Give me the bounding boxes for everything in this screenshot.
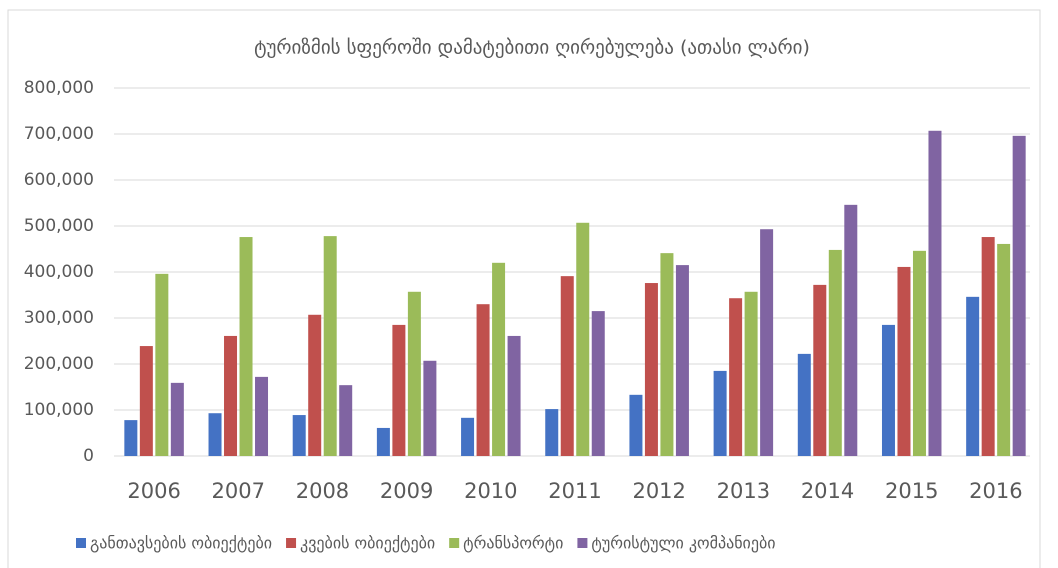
- bar: [392, 324, 406, 456]
- y-tick-label: 600,000: [24, 170, 94, 190]
- bar: [376, 427, 390, 456]
- bar: [239, 237, 253, 456]
- legend-swatch: [449, 538, 460, 548]
- y-tick-label: 100,000: [24, 400, 94, 420]
- bar: [729, 298, 743, 456]
- bar: [912, 250, 926, 456]
- legend-label: ტრანსპორტი: [463, 534, 563, 553]
- legend-label: განთავსების ობიექტები: [90, 534, 272, 553]
- bar: [292, 415, 306, 456]
- y-tick-label: 0: [83, 446, 94, 466]
- legend-swatch: [76, 538, 86, 548]
- legend-label: კვების ობიექტები: [300, 534, 435, 553]
- x-tick-label: 2011: [548, 479, 601, 503]
- bar: [881, 324, 895, 456]
- bar: [797, 353, 811, 456]
- bar: [255, 376, 269, 456]
- bar: [155, 273, 169, 456]
- bar: [1012, 135, 1026, 456]
- chart-frame: [7, 9, 1041, 568]
- bar: [591, 311, 605, 456]
- bar: [507, 335, 521, 456]
- bar: [828, 249, 842, 456]
- bar: [560, 276, 574, 456]
- legend-label: ტურისტული კომპანიები: [591, 534, 775, 553]
- bar: [461, 417, 475, 456]
- bar: [844, 204, 858, 456]
- bar: [813, 284, 827, 456]
- legend-swatch: [577, 538, 588, 548]
- bar: [997, 243, 1011, 456]
- bar: [713, 370, 727, 456]
- bar: [339, 385, 353, 456]
- y-tick-label: 300,000: [24, 308, 94, 328]
- x-tick-label: 2009: [380, 479, 433, 503]
- x-tick-label: 2007: [212, 479, 265, 503]
- bar: [124, 420, 138, 456]
- y-tick-label: 200,000: [24, 354, 94, 374]
- x-tick-label: 2006: [127, 479, 180, 503]
- y-tick-label: 400,000: [24, 262, 94, 282]
- bar: [744, 291, 758, 456]
- y-tick-label: 800,000: [24, 78, 94, 98]
- x-tick-label: 2013: [717, 479, 770, 503]
- bar: [897, 266, 911, 456]
- bar: [423, 360, 437, 456]
- bar: [629, 394, 643, 456]
- bar: [308, 314, 322, 456]
- bar: [170, 382, 184, 456]
- bar: [981, 237, 995, 456]
- x-tick-label: 2015: [885, 479, 938, 503]
- bar: [675, 265, 689, 456]
- x-tick-label: 2010: [464, 479, 517, 503]
- bar: [644, 283, 658, 456]
- bar: [660, 253, 674, 456]
- bar: [407, 291, 421, 456]
- x-tick-label: 2012: [632, 479, 685, 503]
- bar: [545, 409, 559, 456]
- x-tick-label: 2008: [296, 479, 349, 503]
- x-tick-label: 2014: [801, 479, 854, 503]
- bar: [576, 222, 590, 456]
- bar: [208, 413, 222, 456]
- bar: [966, 296, 980, 456]
- bar: [492, 262, 506, 456]
- bar: [928, 130, 942, 456]
- legend-swatch: [286, 538, 297, 548]
- chart-title: ტურიზმის სფეროში დამატებითი ღირებულება (…: [254, 37, 810, 59]
- bar: [476, 304, 490, 456]
- y-tick-label: 700,000: [24, 124, 94, 144]
- x-tick-label: 2016: [969, 479, 1022, 503]
- bar: [323, 236, 337, 456]
- y-tick-label: 500,000: [24, 216, 94, 236]
- bar: [139, 346, 153, 456]
- bar: [760, 229, 774, 456]
- bar: [224, 335, 238, 456]
